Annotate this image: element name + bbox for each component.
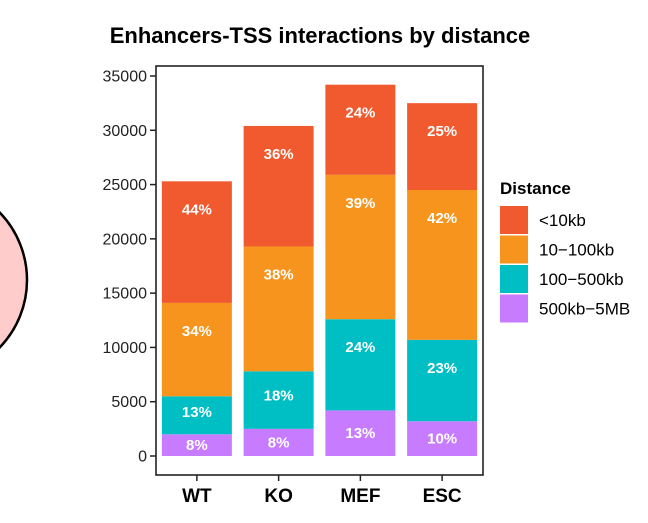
- legend: Distance <10kb 10−100kb 100−500kb 500kb−5MB: [500, 179, 630, 323]
- x-tick-label-mef: MEF: [340, 486, 380, 507]
- data-label-wt-1: 13%: [182, 404, 212, 421]
- y-tick-label: 30000: [103, 123, 148, 140]
- legend-label-0: <10kb: [539, 211, 586, 230]
- data-label-ko-0: 8%: [268, 434, 290, 451]
- bar-segment-ko-2: [243, 246, 314, 372]
- cropped-circle-decoration: [0, 211, 29, 349]
- bar-segment-wt-1: [161, 396, 232, 435]
- bar-segment-ko-3: [243, 125, 314, 247]
- y-tick-label: 10000: [103, 340, 148, 357]
- legend-swatch-0: [500, 206, 528, 234]
- data-label-ko-2: 38%: [264, 266, 294, 283]
- x-tick-label-esc: ESC: [423, 486, 462, 507]
- data-label-ko-3: 36%: [264, 146, 294, 163]
- legend-title: Distance: [500, 179, 571, 198]
- data-label-wt-2: 34%: [182, 323, 212, 340]
- data-label-mef-1: 24%: [345, 339, 375, 356]
- bar-segment-esc-2: [407, 190, 478, 340]
- data-label-esc-2: 42%: [427, 210, 457, 227]
- bar-segment-esc-3: [407, 103, 478, 190]
- data-label-esc-3: 25%: [427, 123, 457, 140]
- data-label-mef-0: 13%: [345, 425, 375, 442]
- y-tick-label: 25000: [103, 177, 148, 194]
- data-label-wt-3: 44%: [182, 201, 212, 218]
- data-label-mef-2: 39%: [345, 195, 375, 212]
- legend-label-3: 500kb−5MB: [539, 300, 630, 319]
- x-axis: WT KO MEF ESC: [182, 475, 462, 507]
- y-tick-label: 15000: [103, 286, 148, 303]
- x-tick-label-wt: WT: [182, 486, 212, 507]
- bar-segment-mef-2: [325, 174, 396, 320]
- legend-label-1: 10−100kb: [539, 241, 614, 260]
- bar-segment-mef-0: [325, 410, 396, 456]
- chart-title: Enhancers-TSS interactions by distance: [110, 23, 531, 48]
- bar-segment-wt-0: [161, 434, 232, 456]
- data-label-esc-0: 10%: [427, 431, 457, 448]
- plot-border: [155, 65, 484, 476]
- y-tick-label: 5000: [111, 394, 147, 411]
- legend-label-2: 100−500kb: [539, 270, 624, 289]
- y-tick-label: 20000: [103, 231, 148, 248]
- bar-segment-wt-3: [161, 181, 232, 303]
- bar-segment-esc-0: [407, 421, 478, 456]
- bar-segment-ko-0: [243, 428, 314, 456]
- bar-segment-mef-3: [325, 84, 396, 175]
- y-tick-label: 35000: [103, 69, 148, 86]
- bar-segment-ko-1: [243, 371, 314, 429]
- legend-swatch-3: [500, 294, 528, 323]
- plot-area: 8% 13% 34% 44% 8% 18% 38% 36% 13% 24% 39% 24% 10% 23%…: [161, 84, 478, 456]
- bar-segment-wt-2: [161, 302, 232, 397]
- data-label-mef-3: 24%: [345, 105, 375, 122]
- bar-segment-esc-1: [407, 339, 478, 422]
- x-tick-label-ko: KO: [264, 486, 293, 507]
- data-label-esc-1: 23%: [427, 360, 457, 377]
- y-axis: 0 5000 10000 15000 20000 25000 30000 35000: [103, 69, 156, 466]
- y-tick-label: 0: [138, 449, 147, 466]
- data-label-wt-0: 8%: [186, 437, 208, 454]
- data-label-ko-1: 18%: [264, 387, 294, 404]
- bar-segment-mef-1: [325, 319, 396, 411]
- legend-swatch-2: [500, 265, 528, 293]
- legend-swatch-1: [500, 235, 528, 264]
